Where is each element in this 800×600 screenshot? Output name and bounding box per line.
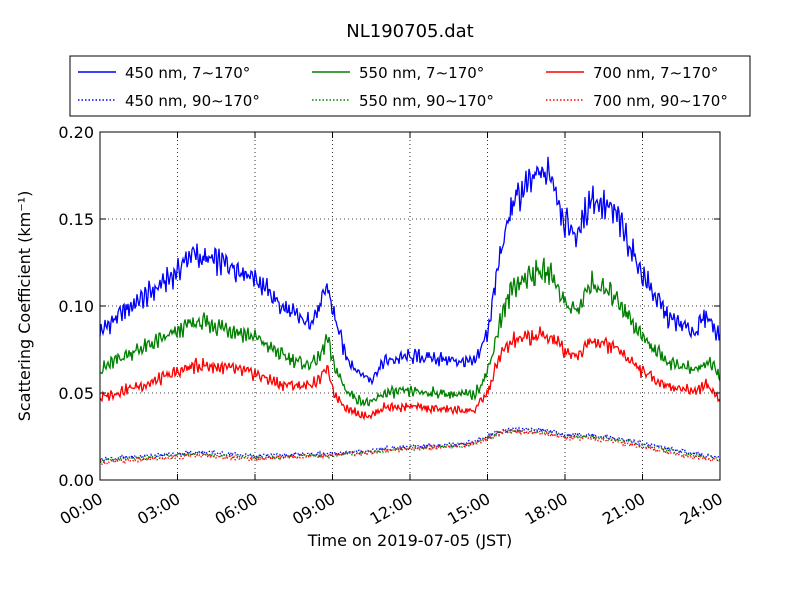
series-group [99,156,721,466]
series-line-1 [99,156,721,386]
x-tick-label: 06:00 [212,489,261,529]
y-axis-label: Scattering Coefficient (km⁻¹) [15,191,34,422]
series-line-5 [99,427,721,464]
y-tick-label: 0.15 [58,210,94,229]
series-line-6 [99,428,721,466]
x-tick-label: 09:00 [289,489,338,529]
legend-label: 700 nm, 7∼170° [593,64,718,82]
series-line-3 [99,326,721,421]
x-tick-label: 03:00 [134,489,183,529]
x-tick-label: 15:00 [444,489,493,529]
grid [100,132,720,480]
legend: 450 nm, 7∼170° 550 nm, 7∼170° 700 nm, 7∼17… [69,55,751,117]
legend-label: 450 nm, 7∼170° [125,64,250,82]
legend-box [69,55,751,117]
y-tick-label: 0.00 [58,471,94,490]
x-tick-label: 24:00 [677,489,726,529]
legend-label: 550 nm, 7∼170° [359,64,484,82]
x-axis-label: Time on 2019-07-05 (JST) [307,531,512,550]
x-tick-label: 21:00 [599,489,648,529]
y-tick-label: 0.20 [58,123,94,142]
axes: 00:00 03:00 06:00 09:00 12:00 15:00 18:00 21:00… [57,123,726,529]
legend-label: 700 nm, 90∼170° [593,92,728,110]
chart-title: NL190705.dat [346,21,473,42]
legend-label: 450 nm, 90∼170° [125,92,260,110]
legend-label: 550 nm, 90∼170° [359,92,494,110]
y-tick-label: 0.10 [58,297,94,316]
x-tick-label: 00:00 [57,489,106,529]
y-tick-label: 0.05 [58,384,94,403]
x-tick-label: 18:00 [522,489,571,529]
x-tick-label: 12:00 [367,489,416,529]
series-line-2 [99,257,721,407]
